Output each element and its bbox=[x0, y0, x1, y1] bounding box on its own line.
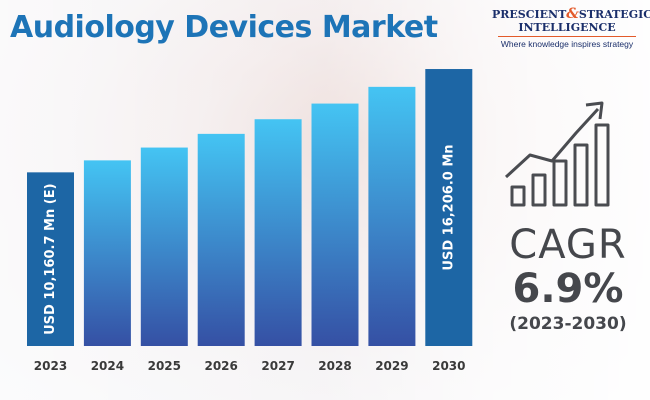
x-tick-label-2025: 2025 bbox=[148, 359, 181, 373]
logo-word-prescient: PRESCIENT bbox=[492, 8, 567, 21]
bar-2028 bbox=[311, 103, 359, 346]
logo-divider bbox=[498, 36, 636, 37]
cagr-label: CAGR bbox=[509, 222, 627, 268]
x-tick-label-2030: 2030 bbox=[432, 359, 465, 373]
logo-word-intelligence: INTELLIGENCE bbox=[518, 21, 616, 34]
page-title: Audiology Devices Market bbox=[10, 10, 438, 45]
x-tick-label-2026: 2026 bbox=[204, 359, 237, 373]
bar-2027 bbox=[254, 119, 302, 346]
logo-ampersand: & bbox=[566, 6, 579, 22]
growth-chart-icon bbox=[500, 95, 620, 219]
cagr-value: 6.9% bbox=[512, 266, 624, 312]
brand-logo: PRESCIENT&STRATEGIC INTELLIGENCE Where k… bbox=[492, 6, 650, 49]
x-tick-label-2023: 2023 bbox=[34, 359, 67, 373]
x-tick-label-2029: 2029 bbox=[375, 359, 408, 373]
logo-tagline: Where knowledge inspires strategy bbox=[500, 39, 634, 49]
data-label-2030: USD 16,206.0 Mn bbox=[441, 144, 456, 270]
x-tick-label-2027: 2027 bbox=[261, 359, 294, 373]
bar-2023 bbox=[27, 172, 74, 346]
x-tick-label-2028: 2028 bbox=[318, 359, 351, 373]
logo-name: PRESCIENT&STRATEGIC bbox=[492, 6, 650, 22]
bar-2024 bbox=[83, 160, 131, 346]
cagr-period: (2023-2030) bbox=[509, 314, 627, 334]
data-label-2023: USD 10,160.7 Mn (E) bbox=[43, 183, 58, 334]
x-tick-label-2024: 2024 bbox=[91, 359, 124, 373]
logo-word-strategic: STRATEGIC bbox=[578, 8, 650, 21]
bar-2025 bbox=[140, 147, 188, 346]
bar-2029 bbox=[368, 86, 416, 346]
bar-2026 bbox=[197, 133, 245, 346]
bar-2030 bbox=[425, 69, 473, 347]
